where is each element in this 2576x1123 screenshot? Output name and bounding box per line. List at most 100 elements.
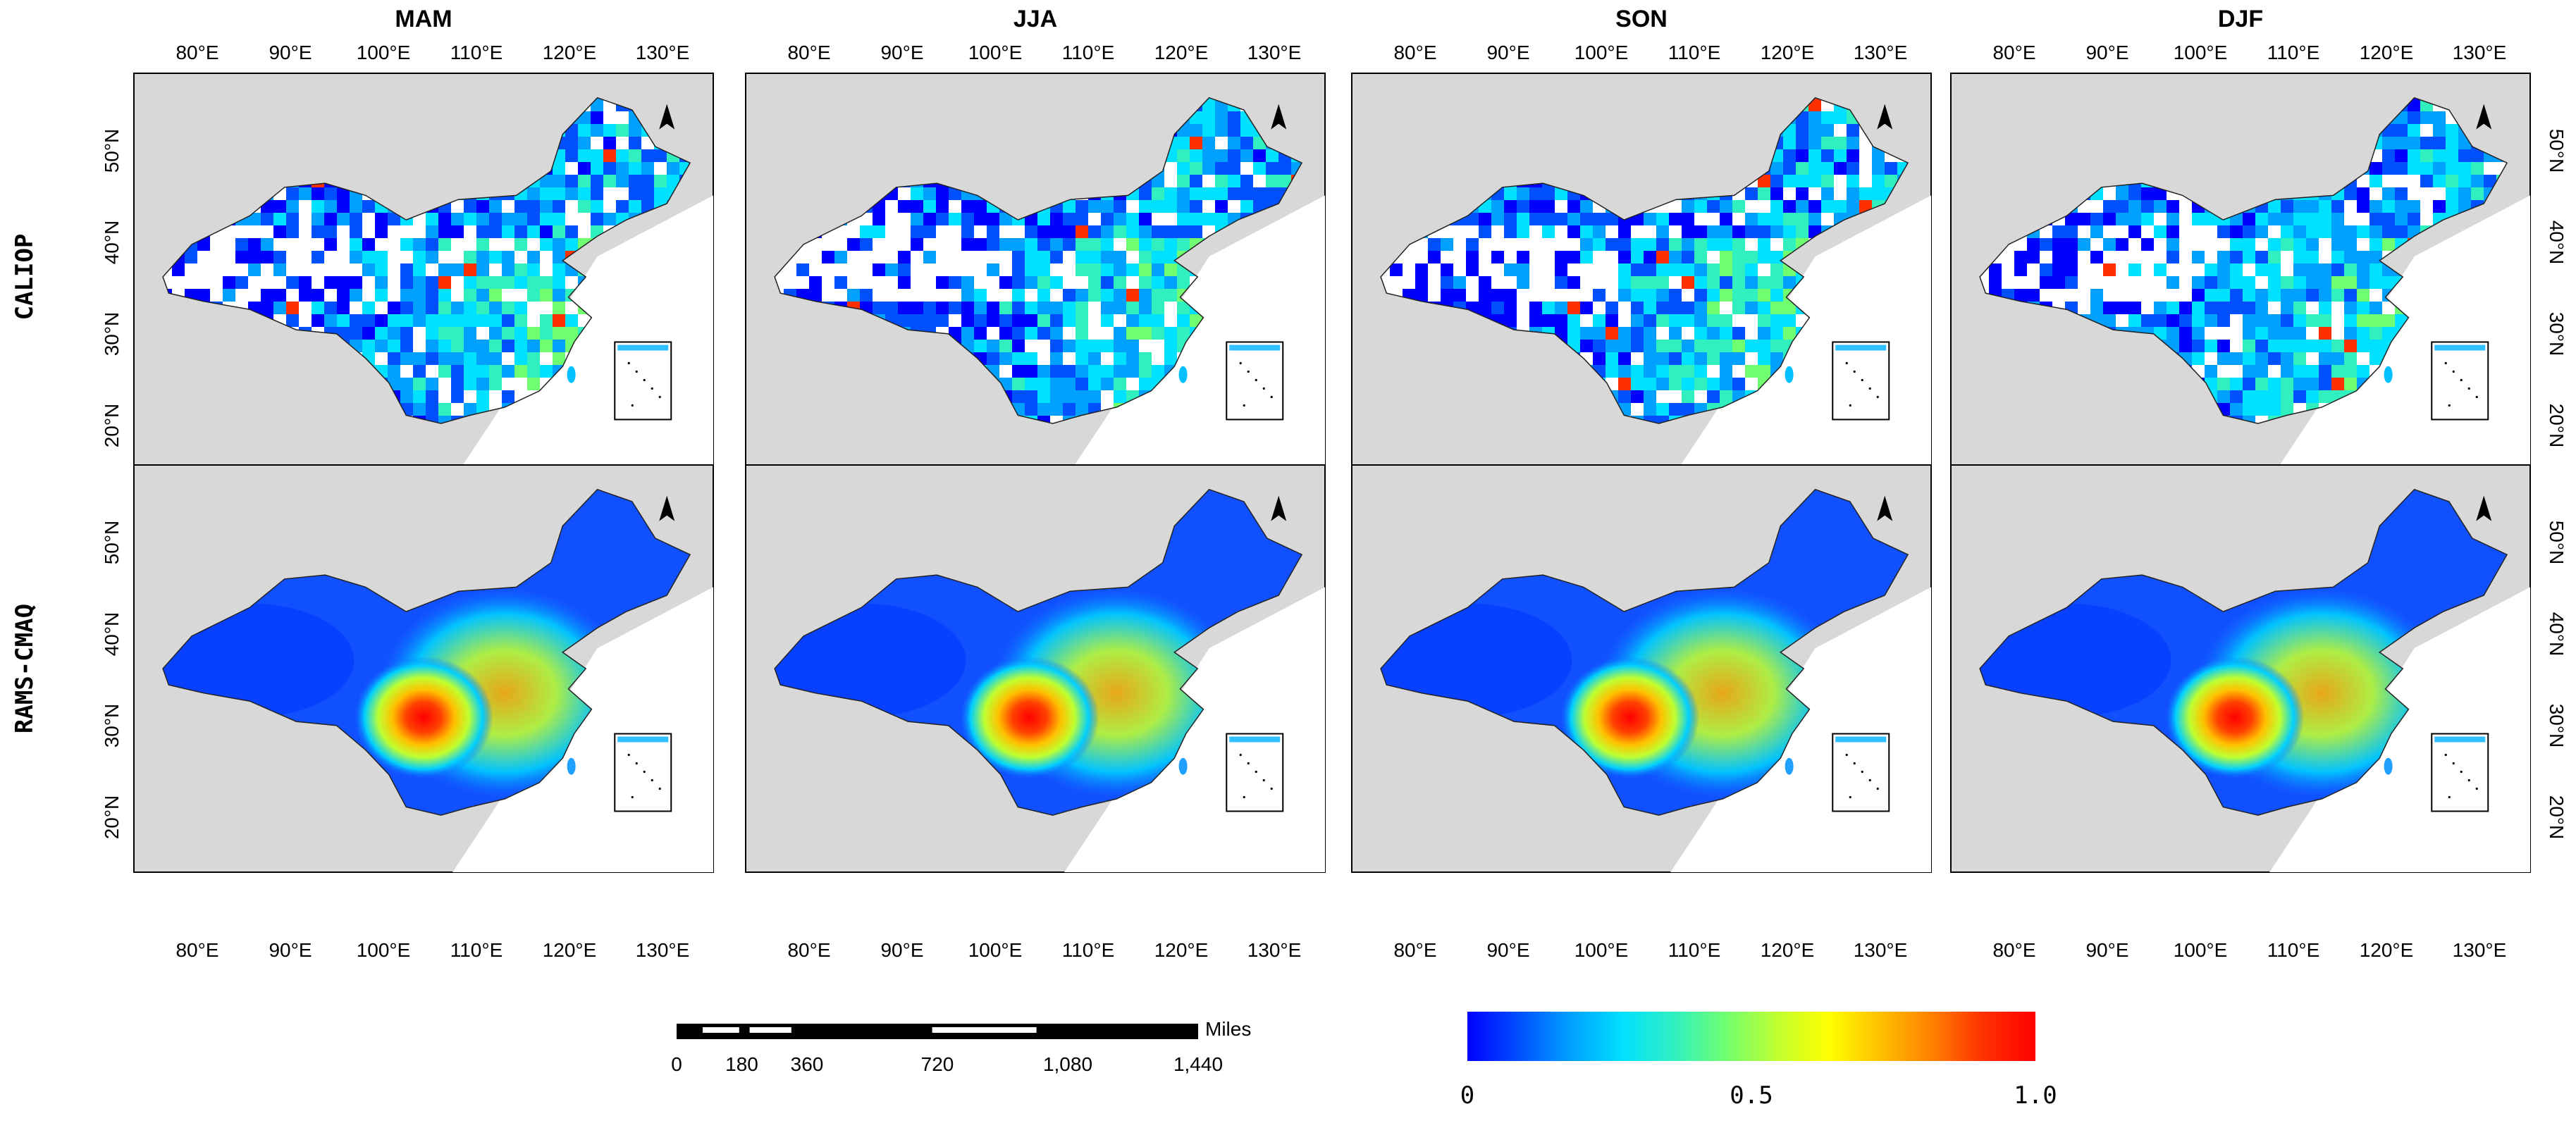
- colorbar-label: 0.5: [1730, 1081, 1773, 1110]
- map-panel-rams-cmaq-djf: [1950, 464, 2531, 873]
- lon-tick-label: 120°E: [543, 939, 597, 961]
- inset-map-box: [1832, 341, 1890, 421]
- scale-bar-segment: [932, 1027, 1037, 1033]
- north-arrow-icon: [1271, 104, 1287, 130]
- lat-tick-label: 40°N: [2546, 612, 2568, 657]
- lon-tick-label: 80°E: [1992, 42, 2035, 63]
- row-label-rams-cmaq: RAMS-CMAQ: [11, 604, 39, 733]
- lat-tick-label: 40°N: [2546, 221, 2568, 265]
- lon-tick-label: 100°E: [968, 42, 1023, 63]
- inset-coast: [617, 736, 669, 743]
- lon-tick-label: 100°E: [357, 939, 411, 961]
- lon-tick-label: 80°E: [175, 939, 218, 961]
- inset-map-box: [1832, 733, 1890, 812]
- lon-tick-label: 100°E: [1574, 42, 1629, 63]
- lon-tick-label: 130°E: [636, 939, 690, 961]
- inset-coast: [1229, 736, 1281, 743]
- north-arrow-icon: [1271, 495, 1287, 521]
- row-label-caliop: CALIOP: [11, 234, 39, 321]
- colorbar: 0 0.5 1.0: [1460, 1012, 2057, 1110]
- lon-tick-label: 90°E: [269, 939, 312, 961]
- lon-tick-label: 130°E: [1247, 42, 1302, 63]
- north-arrow-icon: [1877, 495, 1893, 521]
- china-outline: [774, 97, 1303, 424]
- lat-tick-label: 20°N: [2546, 795, 2568, 840]
- map-panel-caliop-son: [1351, 73, 1932, 481]
- map-panel-rams-cmaq-mam: [133, 464, 714, 873]
- scale-bar-segment: [749, 1027, 791, 1033]
- lon-tick-label: 130°E: [1247, 939, 1302, 961]
- scale-bar-label: 180: [725, 1053, 758, 1075]
- lon-tick-label: 130°E: [2453, 42, 2507, 63]
- lon-tick-label: 130°E: [636, 42, 690, 63]
- lon-tick-label: 100°E: [2174, 939, 2228, 961]
- china-outline: [162, 97, 691, 424]
- inset-coast: [617, 345, 669, 351]
- inset-map-box: [614, 733, 672, 812]
- inset-map-box: [1226, 733, 1284, 812]
- lon-tick-label: 110°E: [450, 939, 503, 961]
- colorbar-label: 1.0: [2014, 1081, 2057, 1110]
- colorbar-gradient: [1467, 1012, 2035, 1061]
- lon-tick-label: 90°E: [1486, 42, 1529, 63]
- china-outline: [774, 488, 1303, 816]
- inset-map-box: [1226, 341, 1284, 421]
- colorbar-label: 0: [1460, 1081, 1474, 1110]
- inset-coast: [1835, 345, 1887, 351]
- map-panel-caliop-mam: [133, 73, 714, 481]
- lon-tick-label: 110°E: [450, 42, 503, 63]
- scale-bar-segment: [703, 1027, 739, 1033]
- lon-tick-label: 80°E: [1992, 939, 2035, 961]
- lon-tick-label: 120°E: [1154, 939, 1209, 961]
- lon-tick-label: 110°E: [1062, 42, 1115, 63]
- lat-tick-label: 20°N: [2546, 404, 2568, 448]
- north-arrow-icon: [659, 104, 675, 130]
- lon-tick-label: 110°E: [2267, 42, 2320, 63]
- lon-tick-label: 110°E: [1668, 42, 1721, 63]
- lat-tick-label: 20°N: [101, 795, 123, 840]
- taiwan-shape: [567, 366, 576, 383]
- inset-coast: [1229, 345, 1281, 351]
- season-label-mam: MAM: [395, 6, 452, 32]
- lon-tick-label: 130°E: [1854, 42, 1908, 63]
- season-label-djf: DJF: [2218, 6, 2263, 32]
- scale-bar-label: 360: [791, 1053, 824, 1075]
- lat-tick-label: 20°N: [101, 404, 123, 448]
- scale-bar-label: 720: [921, 1053, 954, 1075]
- taiwan-shape: [2384, 366, 2393, 383]
- north-arrow-icon: [2476, 104, 2492, 130]
- lon-tick-label: 90°E: [880, 42, 923, 63]
- inset-coast: [2434, 345, 2486, 351]
- lon-tick-label: 80°E: [1393, 939, 1436, 961]
- lat-tick-label: 50°N: [101, 129, 123, 173]
- scale-bar-label: 1,080: [1043, 1053, 1092, 1075]
- taiwan-shape: [1785, 366, 1794, 383]
- taiwan-shape: [1178, 366, 1188, 383]
- north-arrow-icon: [659, 495, 675, 521]
- scale-bar-label: 1,440: [1173, 1053, 1223, 1075]
- inset-map-box: [2431, 341, 2489, 421]
- taiwan-shape: [1785, 757, 1794, 775]
- lat-tick-label: 50°N: [2546, 521, 2568, 565]
- lon-tick-label: 100°E: [357, 42, 411, 63]
- inset-coast: [2434, 736, 2486, 743]
- lat-tick-label: 30°N: [2546, 312, 2568, 356]
- taiwan-shape: [567, 757, 576, 775]
- lon-tick-label: 100°E: [2174, 42, 2228, 63]
- north-arrow-icon: [1877, 104, 1893, 130]
- lon-tick-label: 130°E: [2453, 939, 2507, 961]
- lon-tick-label: 80°E: [1393, 42, 1436, 63]
- lon-tick-label: 110°E: [1062, 939, 1115, 961]
- map-panel-caliop-djf: [1950, 73, 2531, 481]
- lon-tick-label: 80°E: [787, 939, 830, 961]
- north-arrow-icon: [2476, 495, 2492, 521]
- lon-tick-label: 130°E: [1854, 939, 1908, 961]
- lat-tick-label: 50°N: [101, 521, 123, 565]
- taiwan-shape: [1178, 757, 1188, 775]
- lon-tick-label: 110°E: [2267, 939, 2320, 961]
- lat-tick-label: 40°N: [101, 221, 123, 265]
- china-outline: [1380, 97, 1909, 424]
- lon-tick-label: 120°E: [543, 42, 597, 63]
- lon-tick-label: 120°E: [1761, 939, 1815, 961]
